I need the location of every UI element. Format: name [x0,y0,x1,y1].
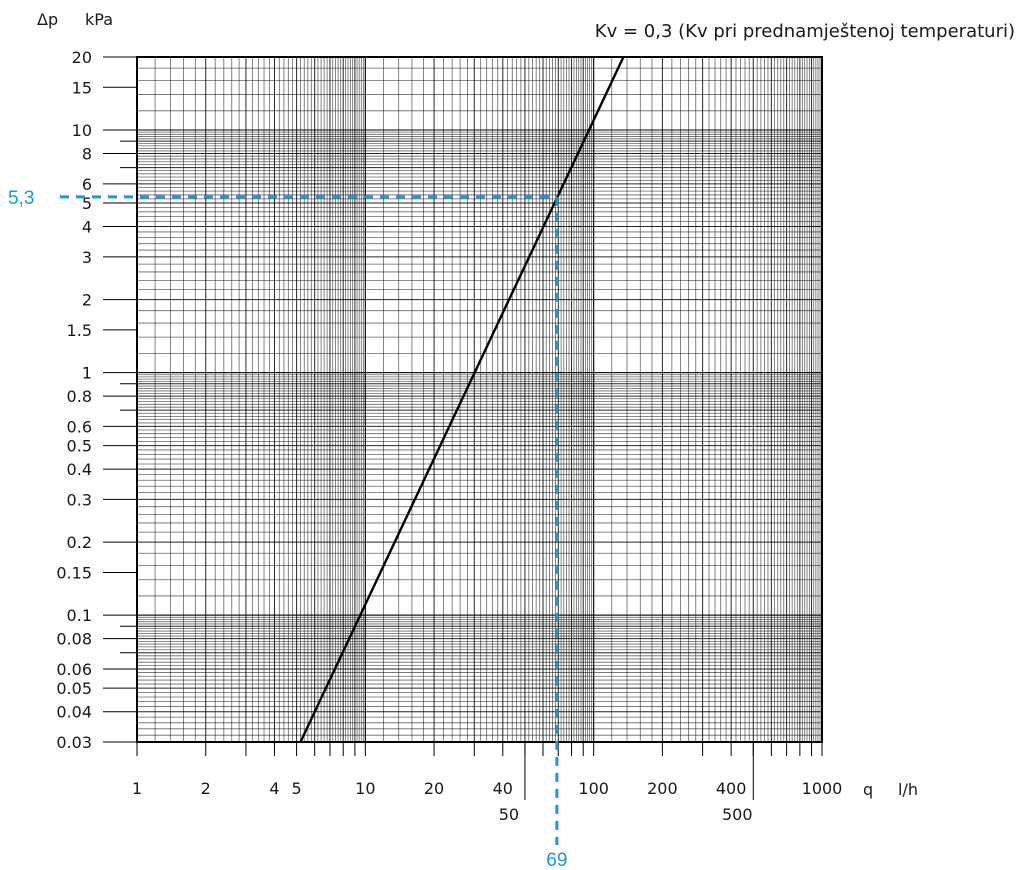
y-tick-label: 1 [82,364,92,383]
x-tick-label: 100 [578,779,609,798]
y-tick-label: 0.06 [56,660,92,679]
y-tick-label: 20 [72,48,92,67]
x-axis-unit: l/h [898,780,918,799]
y-tick-label: 0.3 [67,490,92,509]
series [299,56,625,743]
y-axis-symbol: Δp [37,10,58,29]
highlight-x-label: 69 [546,850,567,870]
y-tick-label: 2 [82,291,92,310]
y-tick-label: 3 [82,248,92,267]
y-tick-label: 6 [82,175,92,194]
grid [137,57,823,742]
y-tick-label: 5 [82,194,92,213]
y-tick-label: 0.08 [56,630,92,649]
y-tick-label: 0.2 [67,533,92,552]
y-tick-label: 1.5 [67,321,92,340]
plot-frame [136,56,823,743]
x-tick-label: 50 [499,805,519,824]
y-tick-label: 0.6 [67,417,92,436]
chart-title: Kv = 0,3 (Kv pri prednamještenoj tempera… [595,21,1015,42]
y-tick-label: 10 [72,121,92,140]
x-tick-label: 500 [722,805,753,824]
series-line [299,56,625,743]
y-tick-label: 0.4 [67,460,92,479]
y-tick-label: 0.15 [56,563,92,582]
axes: 2015108654321.510.80.60.50.40.30.20.150.… [56,48,842,824]
x-tick-label: 10 [355,779,375,798]
x-tick-label: 400 [716,779,747,798]
y-tick-label: 0.5 [67,437,92,456]
y-tick-label: 4 [82,218,92,237]
x-tick-label: 200 [647,779,678,798]
x-tick-label: 40 [493,779,513,798]
y-tick-label: 0.05 [56,679,92,698]
highlight: 5,3 69 [8,188,567,870]
y-tick-label: 8 [82,145,92,164]
y-tick-label: 0.1 [67,606,92,625]
y-tick-label: 0.04 [56,703,92,722]
y-axis-unit: kPa [85,10,113,29]
y-tick-label: 0.8 [67,387,92,406]
x-tick-label: 2 [201,779,211,798]
x-axis-symbol: q [863,780,873,799]
x-tick-label: 1 [132,779,142,798]
highlight-y-label: 5,3 [8,188,34,209]
x-tick-label: 4 [269,779,279,798]
x-tick-label: 1000 [802,779,843,798]
y-tick-label: 15 [72,78,92,97]
y-tick-label: 0.03 [56,733,92,752]
x-tick-label: 5 [292,779,302,798]
x-tick-label: 20 [424,779,444,798]
